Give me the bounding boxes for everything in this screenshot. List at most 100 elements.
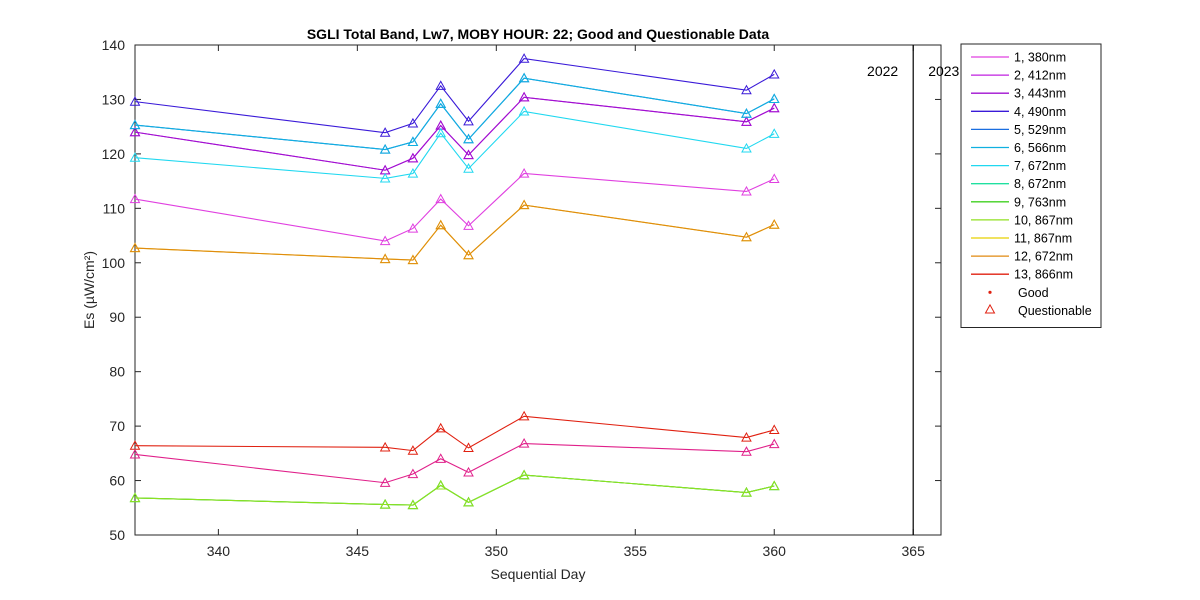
series-line — [134, 58, 775, 134]
data-point — [379, 441, 391, 452]
legend-entry: 11, 867nm — [1014, 232, 1072, 246]
legend-entry: 3, 443nm — [1014, 87, 1066, 101]
y-axis-label: Es (µW/cm²) — [81, 251, 97, 329]
data-point — [407, 152, 419, 163]
data-point — [518, 72, 530, 83]
data-point — [768, 128, 780, 138]
series-line — [134, 204, 775, 261]
y-tick-label: 100 — [102, 255, 126, 271]
data-point — [741, 432, 752, 442]
data-point — [379, 235, 391, 246]
data-point — [129, 126, 141, 137]
data-point — [435, 127, 447, 138]
legend-entry: 13, 866nm — [1014, 268, 1073, 282]
data-point — [463, 466, 474, 477]
data-point — [129, 492, 141, 503]
y-tick-label: 90 — [109, 309, 125, 325]
data-point — [435, 193, 447, 204]
data-point — [407, 167, 419, 178]
data-point — [768, 480, 780, 491]
data-point — [129, 119, 141, 130]
series-14 — [129, 438, 780, 487]
data-point — [741, 142, 752, 153]
y-tick-label: 130 — [102, 91, 126, 107]
data-point — [768, 219, 780, 229]
data-point — [463, 442, 474, 452]
data-point — [435, 422, 447, 433]
series-1 — [129, 167, 780, 246]
data-point — [768, 102, 780, 113]
data-point — [129, 242, 141, 253]
data-point — [518, 199, 530, 210]
y-tick-label: 140 — [102, 37, 126, 53]
data-point — [407, 117, 419, 128]
x-tick-label: 355 — [624, 543, 648, 559]
series-line — [134, 415, 775, 452]
year-label-right: 2023 — [928, 63, 959, 79]
data-point — [741, 116, 752, 126]
series-line — [134, 96, 775, 171]
data-point — [518, 105, 530, 116]
legend-entry: 6, 566nm — [1014, 141, 1066, 155]
data-point — [768, 424, 780, 435]
data-point — [741, 185, 752, 196]
series-line — [134, 474, 775, 506]
data-point — [435, 219, 447, 230]
data-point — [379, 477, 391, 487]
x-tick-label: 365 — [902, 543, 926, 559]
y-tick-label: 80 — [109, 364, 125, 380]
data-point — [463, 163, 474, 173]
data-point — [741, 446, 752, 456]
data-point — [518, 410, 530, 421]
legend-entry: Good — [1018, 286, 1049, 300]
data-point — [768, 438, 780, 449]
data-point — [518, 438, 530, 448]
y-tick-label: 110 — [103, 200, 126, 216]
x-tick-label: 345 — [346, 543, 370, 559]
data-point — [379, 253, 391, 264]
plot-area — [134, 44, 942, 536]
data-point — [435, 80, 447, 90]
series-12 — [129, 199, 780, 265]
data-point — [407, 499, 419, 510]
series-4 — [129, 53, 780, 137]
data-point — [379, 498, 391, 509]
y-tick-label: 50 — [109, 527, 125, 543]
data-point — [435, 453, 447, 463]
data-point — [741, 108, 752, 118]
data-point — [129, 448, 141, 459]
series-7 — [129, 105, 780, 183]
data-point — [463, 249, 474, 260]
legend-entry: 12, 672nm — [1014, 250, 1073, 264]
data-point — [129, 152, 141, 162]
x-axis-label: Sequential Day — [491, 566, 586, 582]
data-point — [741, 487, 752, 497]
data-point — [379, 127, 391, 137]
legend-entry: 5, 529nm — [1014, 123, 1066, 137]
year-divider: 2022 2023 — [867, 45, 960, 535]
data-point — [768, 93, 780, 103]
series-line — [134, 110, 775, 179]
legend-entry: 1, 380nm — [1014, 51, 1066, 65]
data-point — [435, 479, 447, 490]
legend-entry: 10, 867nm — [1014, 213, 1073, 227]
data-point — [379, 172, 391, 183]
data-point — [518, 167, 530, 178]
y-tick-label: 70 — [109, 418, 125, 434]
data-point — [518, 91, 530, 102]
series-line — [134, 77, 775, 151]
legend-entry: 7, 672nm — [1014, 159, 1066, 173]
x-tick-label: 350 — [485, 543, 509, 559]
x-tick-label: 340 — [207, 543, 231, 559]
data-point — [463, 496, 474, 507]
data-point — [741, 84, 752, 95]
series-6 — [129, 72, 780, 154]
data-point — [518, 53, 530, 63]
data-point — [407, 136, 419, 147]
data-point — [379, 144, 391, 154]
data-point — [463, 220, 474, 230]
series-10 — [129, 469, 780, 510]
legend-entry: Questionable — [1018, 304, 1092, 318]
data-point — [435, 98, 447, 108]
data-point — [463, 115, 474, 126]
